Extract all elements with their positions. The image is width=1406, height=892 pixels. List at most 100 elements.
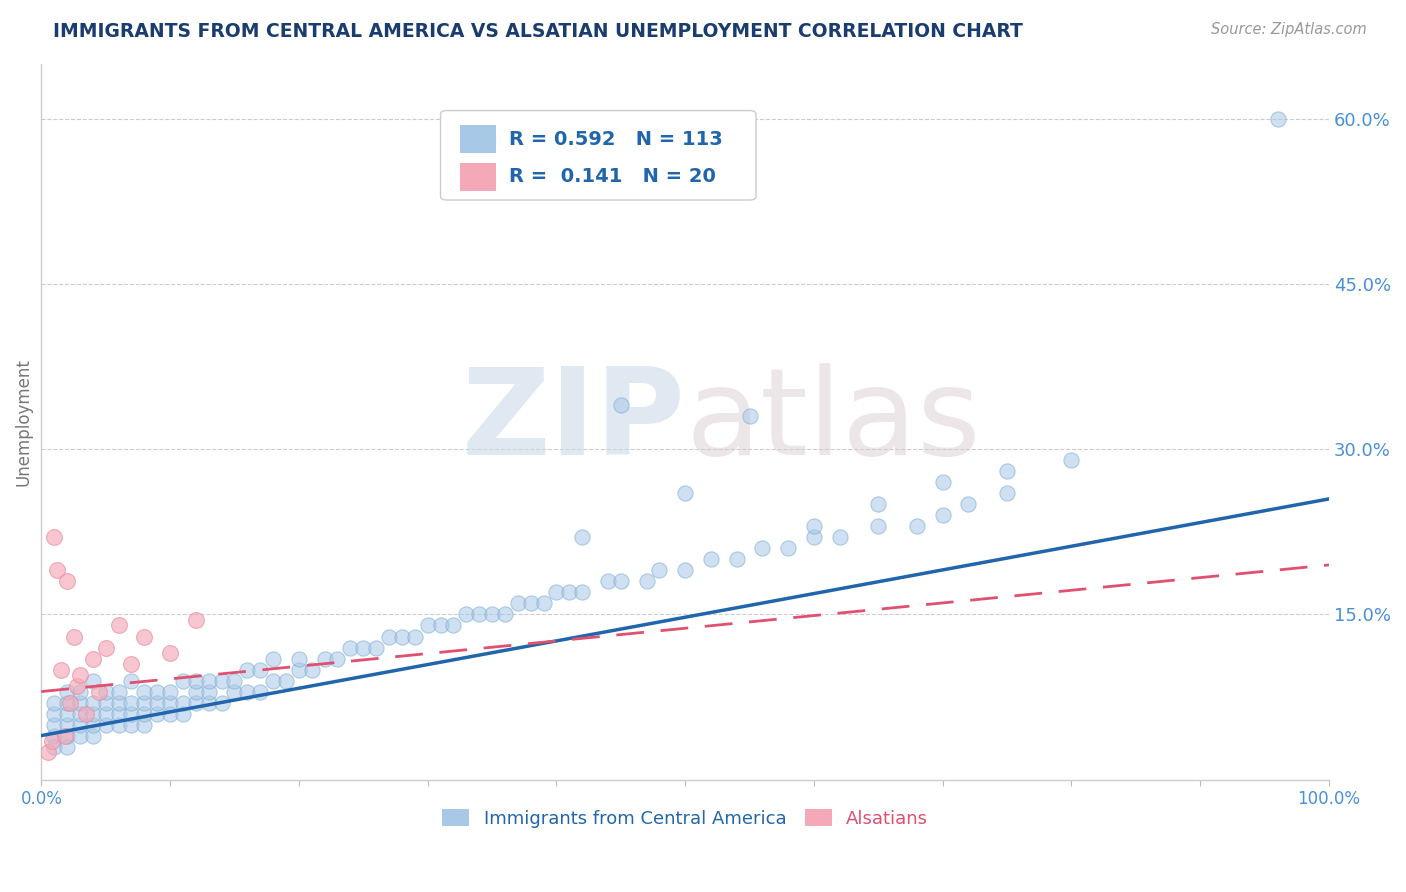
Point (134, 706, 156, 721)
Point (66, 679, 89, 693)
Point (725, 552, 748, 566)
Point (803, 530, 825, 544)
Point (56, 696, 79, 710)
Point (44, 717, 66, 731)
Point (69, 729, 91, 743)
Point (56, 729, 79, 743)
Text: R = 0.592   N = 113: R = 0.592 N = 113 (509, 129, 723, 149)
Point (94, 684, 117, 698)
Point (44, 706, 66, 721)
Point (339, 640, 361, 655)
Point (378, 630, 401, 644)
Point (262, 673, 284, 688)
Point (931, 475, 953, 490)
Point (636, 574, 658, 589)
Point (172, 673, 194, 688)
Point (121, 696, 143, 710)
Point (94, 717, 117, 731)
Point (596, 574, 619, 589)
Point (44, 729, 66, 743)
Point (184, 696, 207, 710)
Point (738, 409, 761, 424)
Point (558, 585, 581, 599)
FancyBboxPatch shape (440, 111, 756, 200)
Point (56, 574, 79, 589)
FancyBboxPatch shape (460, 162, 496, 191)
Point (69, 706, 91, 721)
Point (82, 717, 104, 731)
Point (146, 684, 169, 698)
Point (121, 706, 143, 721)
Point (94, 696, 117, 710)
Point (249, 663, 271, 677)
Point (159, 706, 181, 721)
Point (159, 684, 181, 698)
Point (37, 745, 59, 759)
Point (571, 530, 593, 544)
Point (224, 673, 246, 688)
Point (82, 706, 104, 721)
Point (429, 618, 451, 632)
Point (533, 597, 555, 611)
Point (69, 696, 91, 710)
Point (778, 541, 800, 556)
Point (700, 552, 723, 566)
Point (62, 630, 84, 644)
Point (301, 663, 323, 677)
Point (274, 673, 297, 688)
Point (197, 696, 219, 710)
Point (59, 696, 82, 710)
Point (56, 717, 79, 731)
Point (211, 673, 233, 688)
Point (121, 717, 143, 731)
Point (146, 706, 169, 721)
Point (172, 706, 194, 721)
Point (44, 530, 66, 544)
Point (82, 696, 104, 710)
Point (648, 564, 671, 578)
Text: IMMIGRANTS FROM CENTRAL AMERICA VS ALSATIAN UNEMPLOYMENT CORRELATION CHART: IMMIGRANTS FROM CENTRAL AMERICA VS ALSAT… (53, 22, 1024, 41)
Point (468, 607, 491, 622)
Point (134, 696, 156, 710)
Point (931, 508, 953, 523)
Point (352, 640, 374, 655)
Point (314, 651, 336, 665)
Point (82, 651, 104, 665)
Point (107, 684, 129, 698)
Point (995, 486, 1018, 500)
Point (56, 739, 79, 754)
Point (197, 684, 219, 698)
Point (82, 673, 104, 688)
Point (121, 657, 143, 671)
Point (41, 734, 63, 748)
Point (82, 729, 104, 743)
Point (366, 640, 388, 655)
Point (868, 519, 890, 533)
Point (441, 618, 464, 632)
Point (610, 398, 633, 412)
Point (134, 630, 156, 644)
Point (49, 663, 72, 677)
Point (456, 607, 478, 622)
Point (803, 519, 825, 533)
Point (224, 684, 246, 698)
Text: Source: ZipAtlas.com: Source: ZipAtlas.com (1211, 22, 1367, 37)
Point (107, 618, 129, 632)
Point (56, 684, 79, 698)
Point (69, 717, 91, 731)
Point (506, 597, 529, 611)
Point (1267, 112, 1289, 127)
Point (107, 696, 129, 710)
Point (391, 630, 413, 644)
Point (519, 597, 541, 611)
Point (404, 630, 426, 644)
Point (546, 585, 568, 599)
Point (44, 696, 66, 710)
Point (134, 684, 156, 698)
Point (288, 651, 311, 665)
Point (494, 607, 516, 622)
Point (236, 663, 259, 677)
FancyBboxPatch shape (460, 125, 496, 153)
Point (249, 684, 271, 698)
Text: R =  0.141   N = 20: R = 0.141 N = 20 (509, 168, 716, 186)
